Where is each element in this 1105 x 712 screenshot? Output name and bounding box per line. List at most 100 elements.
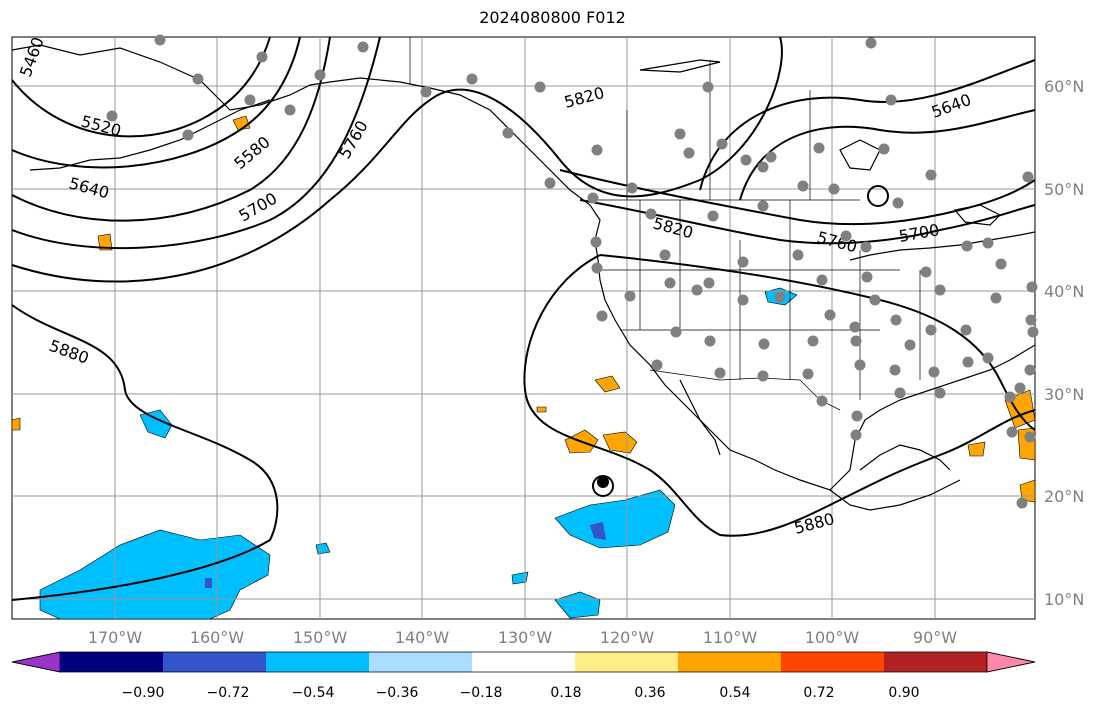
station-marker <box>774 291 786 303</box>
station-marker <box>990 292 1002 304</box>
station-marker <box>982 352 994 364</box>
station-marker <box>1025 314 1037 326</box>
colorbar-segment <box>163 652 267 672</box>
station-marker <box>737 256 749 268</box>
colorbar-segment <box>60 652 164 672</box>
lat-label: 20°N <box>1044 487 1084 506</box>
station-marker <box>816 274 828 286</box>
station-marker <box>807 335 819 347</box>
station-marker <box>284 104 296 116</box>
deep-negative-shading <box>205 522 606 588</box>
colorbar-tick-label: −0.90 <box>122 685 165 701</box>
station-marker <box>590 236 602 248</box>
lon-label: 90°W <box>913 628 957 647</box>
lon-label: 160°W <box>190 628 245 647</box>
station-marker <box>256 51 268 63</box>
lon-label: 140°W <box>395 628 450 647</box>
station-marker <box>824 309 836 321</box>
station-marker <box>1004 391 1016 403</box>
station-marker <box>890 314 902 326</box>
station-marker <box>683 147 695 159</box>
station-marker <box>591 262 603 274</box>
station-marker <box>740 154 752 166</box>
colorbar-tick-labels: −0.90 −0.72 −0.54 −0.36 −0.18 0.18 0.36 … <box>122 685 920 701</box>
station-marker <box>928 366 940 378</box>
station-marker <box>934 387 946 399</box>
station-marker <box>534 81 546 93</box>
station-marker <box>920 266 932 278</box>
station-marker <box>182 129 194 141</box>
station-marker <box>664 277 676 289</box>
colorbar-tick-label: −0.54 <box>292 685 335 701</box>
station-marker <box>596 310 608 322</box>
station-marker <box>544 177 556 189</box>
station-marker <box>869 294 881 306</box>
station-marker <box>854 359 866 371</box>
station-marker <box>670 326 682 338</box>
station-marker <box>849 321 861 333</box>
station-marker <box>737 294 749 306</box>
lon-label: 170°W <box>88 628 143 647</box>
station-marker <box>765 151 777 163</box>
station-marker <box>704 335 716 347</box>
colorbar-segment <box>781 652 885 672</box>
colorbar-extend-min <box>11 651 61 673</box>
station-marker <box>154 34 166 46</box>
station-marker <box>797 180 809 192</box>
station-marker <box>703 277 715 289</box>
station-marker <box>982 237 994 249</box>
station-marker <box>850 335 862 347</box>
station-marker <box>591 144 603 156</box>
station-marker <box>192 73 204 85</box>
colorbar-segment <box>678 652 782 672</box>
station-marker <box>861 271 873 283</box>
station-marker <box>860 241 872 253</box>
station-marker <box>466 73 478 85</box>
station-marker <box>758 338 770 350</box>
station-marker <box>962 356 974 368</box>
colorbar-segment <box>266 652 370 672</box>
station-marker <box>813 142 825 154</box>
height-contours <box>11 36 1036 601</box>
station-marker <box>659 249 671 261</box>
station-marker <box>757 200 769 212</box>
lat-label: 60°N <box>1044 77 1084 96</box>
station-marker <box>885 94 897 106</box>
station-marker <box>802 368 814 380</box>
colorbar-segment <box>575 652 679 672</box>
station-marker <box>314 69 326 81</box>
lat-label: 10°N <box>1044 590 1084 609</box>
station-marker <box>851 410 863 422</box>
lon-label: 110°W <box>703 628 758 647</box>
station-marker <box>925 324 937 336</box>
lon-label: 130°W <box>498 628 553 647</box>
station-marker <box>889 364 901 376</box>
station-marker <box>878 143 890 155</box>
map-title: 2024080800 F012 <box>479 8 626 27</box>
lon-label: 120°W <box>600 628 655 647</box>
station-marker <box>702 81 714 93</box>
lon-label: 150°W <box>293 628 348 647</box>
station-marker <box>691 284 703 296</box>
station-marker <box>1024 364 1036 376</box>
station-marker <box>587 192 599 204</box>
station-marker <box>1016 497 1028 509</box>
latitude-labels: 60°N 50°N 40°N 30°N 20°N 10°N <box>1044 77 1084 609</box>
station-marker <box>674 128 686 140</box>
station-marker <box>244 94 256 106</box>
colorbar-tick-label: 0.36 <box>634 685 665 701</box>
station-marker <box>357 41 369 53</box>
station-marker <box>757 370 769 382</box>
station-marker <box>1014 382 1026 394</box>
station-marker <box>624 290 636 302</box>
station-marker <box>1026 281 1038 293</box>
station-marker <box>934 284 946 296</box>
station-marker <box>502 127 514 139</box>
colorbar-tick-label: −0.18 <box>460 685 503 701</box>
colorbar-tick-label: −0.72 <box>207 685 250 701</box>
station-marker <box>816 395 828 407</box>
station-marker <box>840 230 852 242</box>
station-marker <box>645 208 657 220</box>
station-marker <box>1022 171 1034 183</box>
